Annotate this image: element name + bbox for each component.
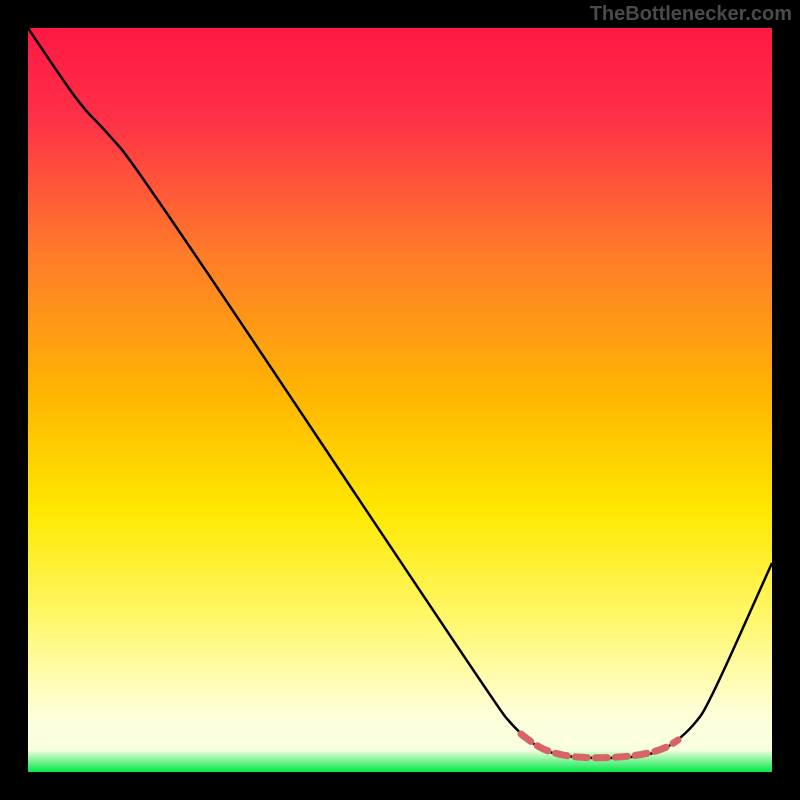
curve-layer [28, 28, 772, 772]
watermark-text: TheBottlenecker.com [590, 3, 792, 26]
optimal-range-marker [521, 734, 678, 758]
bottleneck-curve [28, 28, 772, 758]
chart-plot-area [28, 28, 772, 772]
